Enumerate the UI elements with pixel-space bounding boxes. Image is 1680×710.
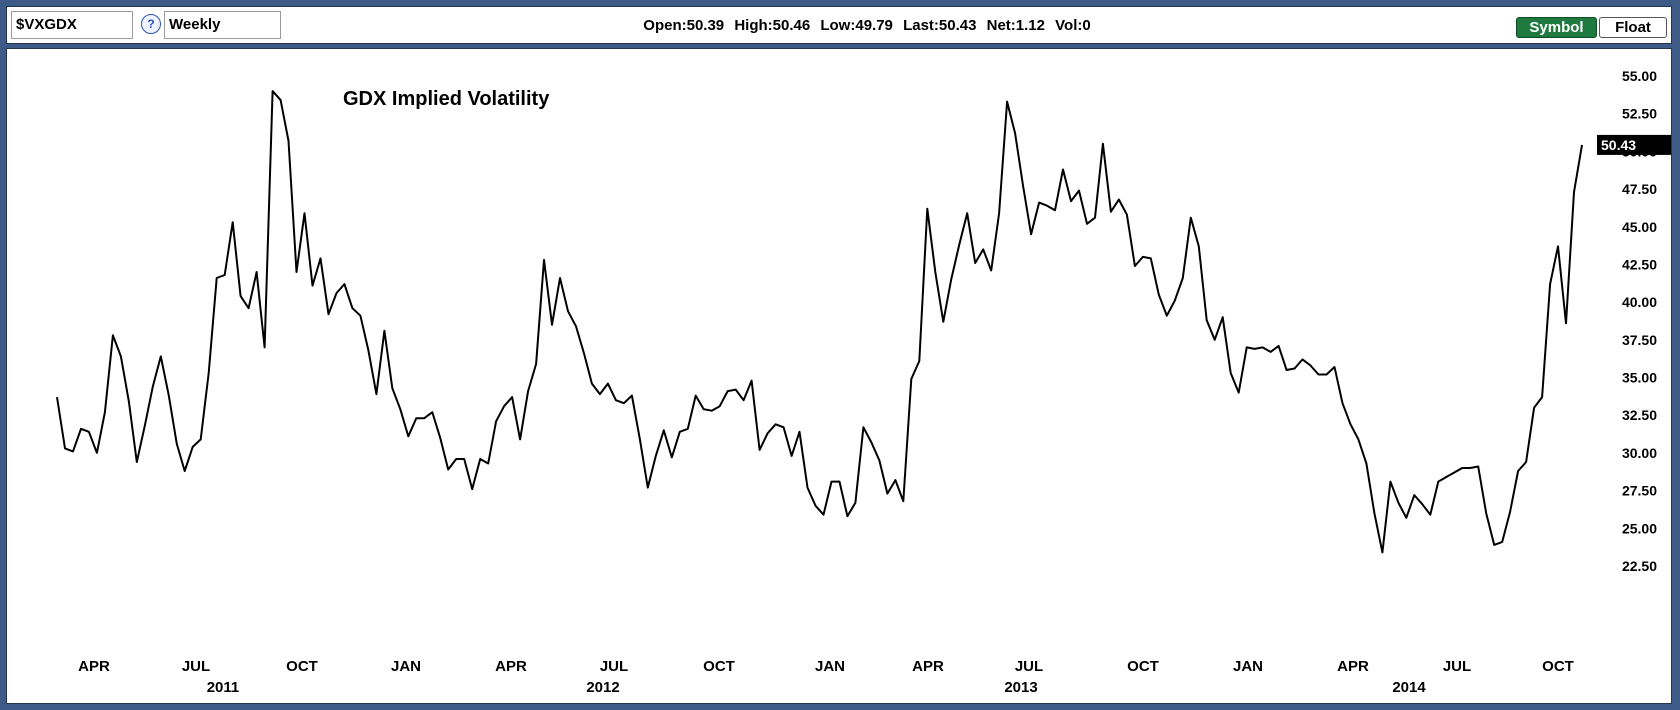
x-month-label: OCT xyxy=(1542,658,1574,675)
quote-last: Last:50.43 xyxy=(903,17,977,34)
y-tick-label: 30.00 xyxy=(1622,445,1657,461)
chart-panel: 55.0052.5050.0047.5045.0042.5040.0037.50… xyxy=(6,48,1672,704)
y-tick-label: 37.50 xyxy=(1622,332,1657,348)
toolbar: $VXGDX ? Weekly Open:50.39 High:50.46 Lo… xyxy=(6,6,1672,44)
quote-high: High:50.46 xyxy=(734,17,811,34)
y-tick-label: 42.50 xyxy=(1622,256,1657,272)
x-month-label: OCT xyxy=(1127,658,1159,675)
help-icon[interactable]: ? xyxy=(141,14,161,34)
x-year-label: 2013 xyxy=(1004,679,1037,696)
x-month-label: JAN xyxy=(815,658,845,675)
quote-low: Low:49.79 xyxy=(820,17,893,34)
x-year-label: 2012 xyxy=(586,679,619,696)
x-month-label: OCT xyxy=(703,658,735,675)
quote-open: Open:50.39 xyxy=(643,17,725,34)
period-input[interactable]: Weekly xyxy=(164,11,281,39)
y-tick-label: 52.50 xyxy=(1622,106,1657,122)
x-month-label: JUL xyxy=(600,658,628,675)
y-tick-label: 45.00 xyxy=(1622,219,1657,235)
x-month-label: JUL xyxy=(182,658,210,675)
symbol-input[interactable]: $VXGDX xyxy=(11,11,133,39)
symbol-button[interactable]: Symbol xyxy=(1516,17,1597,38)
x-month-label: APR xyxy=(495,658,527,675)
quote-readout: Open:50.39 High:50.46 Low:49.79 Last:50.… xyxy=(567,7,1167,43)
chart-title: GDX Implied Volatility xyxy=(343,88,550,110)
x-year-label: 2014 xyxy=(1392,679,1426,696)
quote-vol: Vol:0 xyxy=(1055,17,1091,34)
y-tick-label: 25.00 xyxy=(1622,520,1657,536)
y-tick-label: 27.50 xyxy=(1622,483,1657,499)
x-month-label: JAN xyxy=(391,658,421,675)
float-button[interactable]: Float xyxy=(1599,17,1667,38)
y-tick-label: 22.50 xyxy=(1622,558,1657,574)
x-month-label: APR xyxy=(912,658,944,675)
y-tick-label: 32.50 xyxy=(1622,407,1657,423)
y-tick-label: 47.50 xyxy=(1622,181,1657,197)
series-line xyxy=(56,90,1583,554)
x-month-label: JUL xyxy=(1443,658,1471,675)
x-year-label: 2011 xyxy=(207,679,240,696)
y-tick-label: 55.00 xyxy=(1622,68,1657,84)
x-month-label: JUL xyxy=(1015,658,1043,675)
last-value-label: 50.43 xyxy=(1601,137,1636,153)
x-month-label: APR xyxy=(1337,658,1369,675)
x-month-label: JAN xyxy=(1233,658,1263,675)
last-value-box xyxy=(1597,134,1671,155)
y-tick-label: 40.00 xyxy=(1622,294,1657,310)
price-chart: 55.0052.5050.0047.5045.0042.5040.0037.50… xyxy=(56,68,1671,696)
y-tick-label: 35.00 xyxy=(1622,370,1657,386)
quote-net: Net:1.12 xyxy=(986,17,1045,34)
x-month-label: APR xyxy=(78,658,110,675)
x-month-label: OCT xyxy=(286,658,318,675)
